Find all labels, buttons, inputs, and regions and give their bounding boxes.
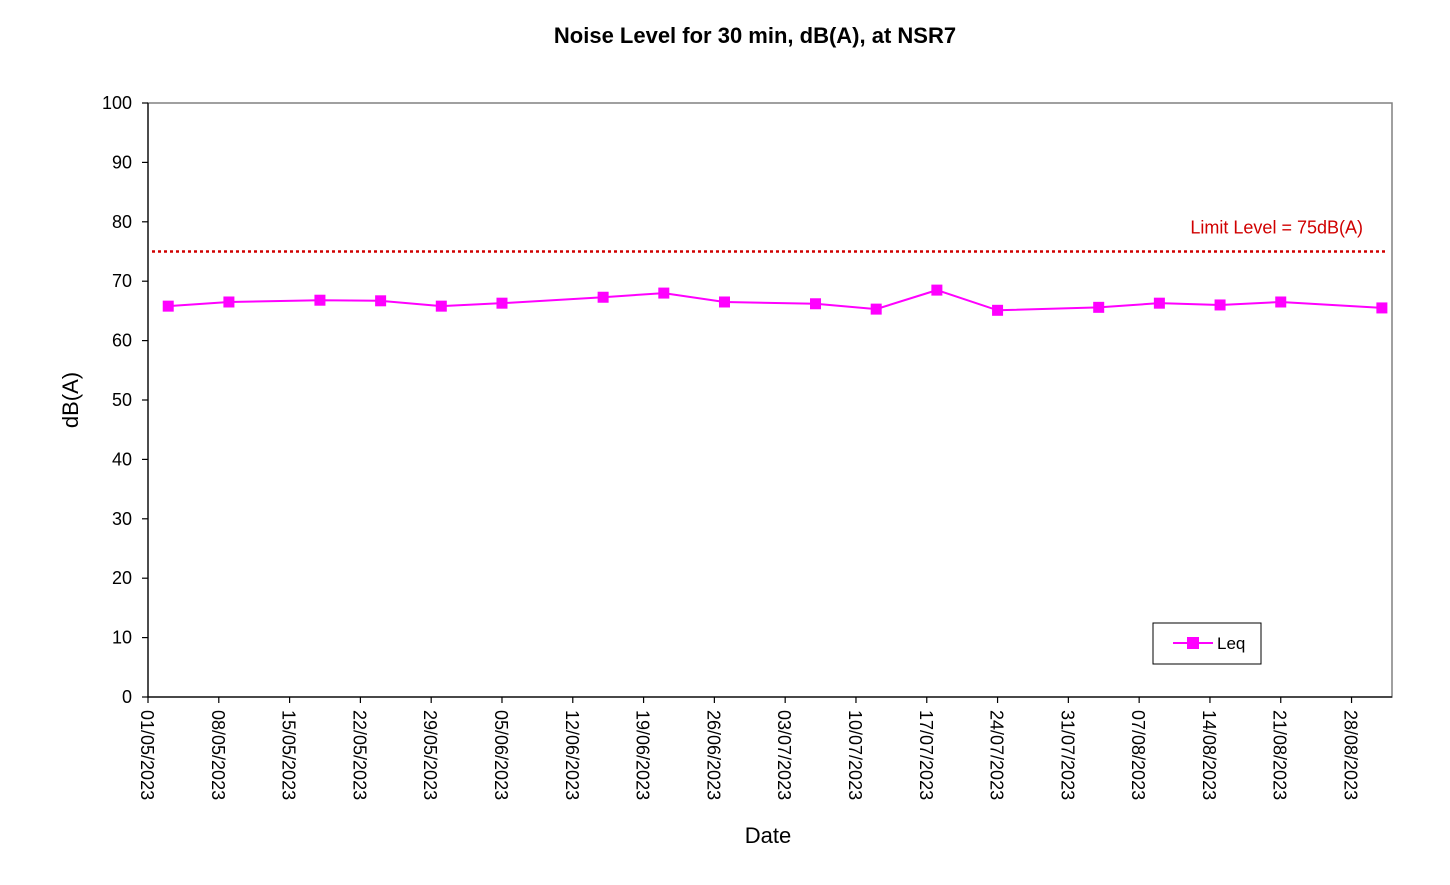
x-tick-label: 12/06/2023	[562, 710, 582, 800]
x-tick-label: 03/07/2023	[774, 710, 794, 800]
y-tick-label: 40	[112, 449, 132, 469]
data-point	[1093, 301, 1105, 313]
y-tick-label: 20	[112, 568, 132, 588]
data-point	[314, 294, 326, 306]
x-tick-label: 28/08/2023	[1341, 710, 1361, 800]
y-tick-label: 10	[112, 628, 132, 648]
x-axis: 01/05/2023 08/05/2023 15/05/2023 22/05/2023…	[137, 697, 1361, 800]
data-point	[496, 297, 508, 309]
x-tick-label: 15/05/2023	[279, 710, 299, 800]
x-tick-label: 17/07/2023	[916, 710, 936, 800]
x-axis-label: Date	[745, 823, 791, 848]
data-point	[658, 287, 670, 299]
y-axis-label: dB(A)	[58, 372, 83, 428]
x-tick-label: 31/07/2023	[1057, 710, 1077, 800]
x-tick-label: 26/06/2023	[703, 710, 723, 800]
y-axis: 0 10 20 30 40 50 60 70 80 90 100	[102, 93, 148, 707]
data-point	[223, 296, 235, 308]
x-tick-label: 29/05/2023	[420, 710, 440, 800]
y-tick-label: 50	[112, 390, 132, 410]
y-tick-label: 60	[112, 331, 132, 351]
data-point	[1376, 302, 1388, 314]
y-tick-label: 90	[112, 152, 132, 172]
data-point	[810, 298, 822, 310]
x-tick-label: 22/05/2023	[349, 710, 369, 800]
y-tick-label: 80	[112, 212, 132, 232]
x-tick-label: 21/08/2023	[1270, 710, 1290, 800]
x-tick-label: 14/08/2023	[1199, 710, 1219, 800]
x-tick-label: 05/06/2023	[491, 710, 511, 800]
y-tick-label: 100	[102, 93, 132, 113]
legend-label: Leq	[1217, 634, 1245, 653]
x-tick-label: 19/06/2023	[633, 710, 653, 800]
y-tick-label: 0	[122, 687, 132, 707]
x-tick-label: 24/07/2023	[987, 710, 1007, 800]
y-tick-label: 30	[112, 509, 132, 529]
data-point	[1214, 299, 1226, 311]
data-point	[435, 300, 447, 312]
data-point	[870, 303, 882, 315]
legend-marker-swatch	[1187, 637, 1199, 649]
x-tick-label: 10/07/2023	[845, 710, 865, 800]
series-line	[168, 289, 1382, 312]
legend: Leq	[1152, 622, 1262, 665]
series-leq	[162, 284, 1388, 316]
data-point	[162, 300, 174, 312]
plot-area	[147, 102, 1393, 698]
x-tick-label: 07/08/2023	[1128, 710, 1148, 800]
chart-title: Noise Level for 30 min, dB(A), at NSR7	[554, 23, 956, 48]
data-point	[597, 291, 609, 303]
data-point	[718, 296, 730, 308]
data-point	[1275, 296, 1287, 308]
data-point	[1153, 297, 1165, 309]
limit-level-label: Limit Level = 75dB(A)	[1190, 218, 1363, 238]
x-tick-label: 08/05/2023	[208, 710, 228, 800]
data-point	[992, 304, 1004, 316]
y-tick-label: 70	[112, 271, 132, 291]
x-tick-label: 01/05/2023	[137, 710, 157, 800]
data-point	[931, 284, 943, 296]
data-point	[375, 295, 387, 307]
